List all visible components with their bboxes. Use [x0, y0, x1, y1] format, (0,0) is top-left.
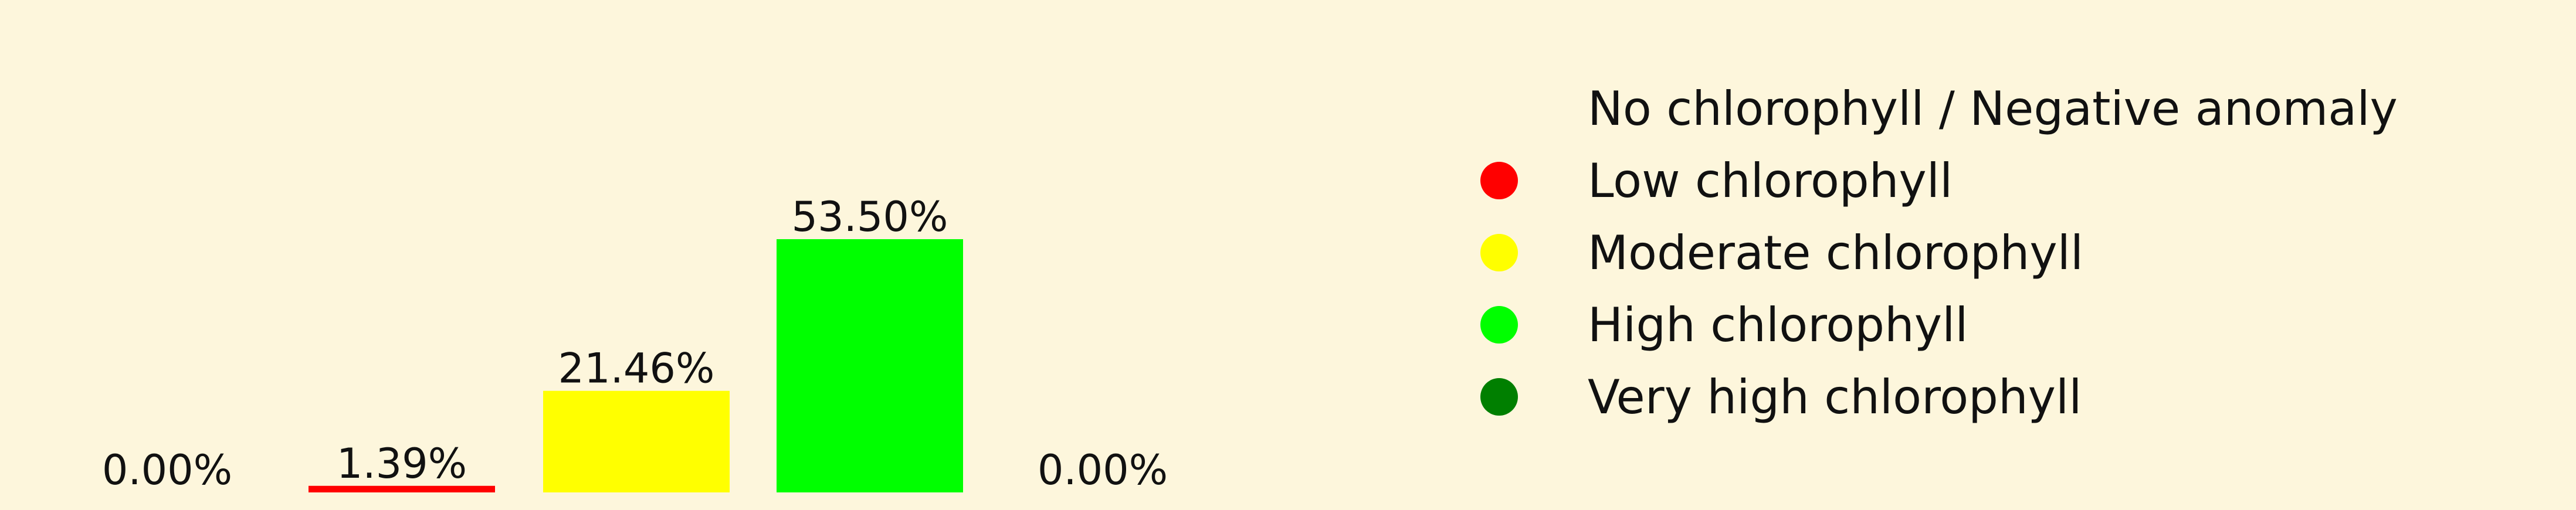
- value-label-moderate-chlorophyll: 21.46%: [558, 345, 715, 393]
- legend-marker-high-chlorophyll: [1480, 306, 1518, 344]
- bars-group: [309, 239, 963, 492]
- value-label-very-high-chlorophyll: 0.00%: [1038, 446, 1168, 494]
- value-label-low-chlorophyll: 1.39%: [337, 440, 467, 488]
- legend-marker-no-chlorophyll-negative-anomaly: [1480, 90, 1518, 127]
- legend-label-high-chlorophyll: High chlorophyll: [1588, 298, 1968, 352]
- bar-high-chlorophyll: [777, 239, 963, 492]
- legend: No chlorophyll / Negative anomaly Low chl…: [1480, 81, 2398, 424]
- legend-label-moderate-chlorophyll: Moderate chlorophyll: [1588, 226, 2083, 280]
- legend-marker-very-high-chlorophyll: [1480, 378, 1518, 416]
- bar-low-chlorophyll: [309, 485, 495, 492]
- legend-label-very-high-chlorophyll: Very high chlorophyll: [1588, 370, 2082, 424]
- value-label-high-chlorophyll: 53.50%: [792, 193, 948, 241]
- value-labels-group: 0.00% 1.39% 21.46% 53.50% 0.00%: [102, 193, 1168, 494]
- legend-label-no-chlorophyll-negative-anomaly: No chlorophyll / Negative anomaly: [1588, 81, 2398, 136]
- bar-moderate-chlorophyll: [543, 390, 730, 492]
- legend-marker-low-chlorophyll: [1480, 162, 1518, 199]
- legend-label-low-chlorophyll: Low chlorophyll: [1588, 154, 1953, 208]
- legend-marker-moderate-chlorophyll: [1480, 234, 1518, 271]
- value-label-no-chlorophyll-negative-anomaly: 0.00%: [102, 446, 232, 494]
